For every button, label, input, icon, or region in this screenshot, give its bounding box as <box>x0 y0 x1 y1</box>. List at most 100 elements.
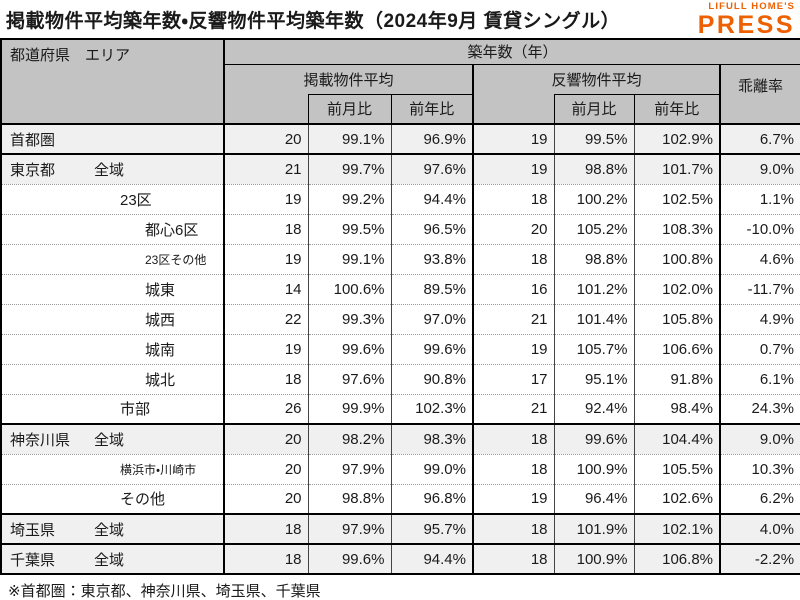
table-row: 城北 18 97.6% 90.8% 17 95.1% 91.8% 6.1% <box>1 363 800 394</box>
listed-yoy-cell: 93.8% <box>390 243 473 274</box>
row-label: 横浜市・川崎市 <box>1 453 224 484</box>
listed-mom-cell: 99.5% <box>307 213 391 244</box>
response-avg-cell: 19 <box>472 123 554 154</box>
header-prefecture-area: 都道府県 エリア <box>1 39 225 124</box>
listed-yoy-cell: 97.6% <box>390 153 473 184</box>
listed-avg-cell: 22 <box>223 303 308 334</box>
listed-mom-cell: 100.6% <box>307 273 391 304</box>
row-label: 都心6区 <box>1 213 224 244</box>
listed-avg-cell: 19 <box>223 183 308 214</box>
area-label: その他 <box>120 491 166 509</box>
table-row: 首都圏 20 99.1% 96.9% 19 99.5% 102.9% 6.7% <box>1 123 800 154</box>
listed-mom-cell: 99.9% <box>307 393 391 424</box>
response-avg-cell: 20 <box>472 213 554 244</box>
area-label: 全域 <box>94 521 125 539</box>
response-mom-cell: 98.8% <box>553 153 634 184</box>
listed-yoy-cell: 96.5% <box>390 213 473 244</box>
divergence-rate-cell: 0.7% <box>718 333 800 364</box>
table-row: 都心6区 18 99.5% 96.5% 20 105.2% 108.3% -10.0% <box>1 213 800 244</box>
listed-mom-cell: 99.3% <box>307 303 391 334</box>
divergence-rate-cell: 9.0% <box>718 153 800 184</box>
listed-yoy-cell: 94.4% <box>390 543 473 574</box>
response-yoy-cell: 106.6% <box>633 333 720 364</box>
area-label: 都心6区 <box>145 221 199 239</box>
table-row: 市部 26 99.9% 102.3% 21 92.4% 98.4% 24.3% <box>1 393 800 424</box>
listed-mom-cell: 99.2% <box>307 183 391 214</box>
table-row: 城東 14 100.6% 89.5% 16 101.2% 102.0% -11.7% <box>1 273 800 304</box>
listed-mom-cell: 99.1% <box>307 123 391 154</box>
row-label: 市部 <box>1 393 224 424</box>
response-yoy-cell: 106.8% <box>633 543 720 574</box>
divergence-rate-cell: -11.7% <box>718 273 800 304</box>
listed-avg-cell: 26 <box>223 393 308 424</box>
response-mom-cell: 95.1% <box>553 363 634 394</box>
divergence-rate-cell: 4.6% <box>718 243 800 274</box>
listed-yoy-cell: 102.3% <box>390 393 473 424</box>
response-yoy-cell: 101.7% <box>633 153 720 184</box>
listed-avg-cell: 19 <box>223 333 308 364</box>
divergence-rate-cell: 10.3% <box>718 453 800 484</box>
response-avg-cell: 18 <box>472 543 554 574</box>
prefecture-label: 神奈川県 <box>10 431 71 449</box>
building-age-table: 都道府県 エリア 築年数（年） 掲載物件平均 反響物件平均 乖離率 前月比 前年… <box>0 38 800 575</box>
prefecture-label: 埼玉県 <box>10 521 56 539</box>
response-avg-cell: 16 <box>472 273 554 304</box>
response-mom-cell: 101.2% <box>553 273 634 304</box>
listed-avg-cell: 18 <box>223 213 308 244</box>
response-avg-cell: 18 <box>472 183 554 214</box>
row-label: 城南 <box>1 333 224 364</box>
area-label: 23区 <box>120 191 152 209</box>
divergence-rate-cell: 9.0% <box>718 423 800 454</box>
row-label: 城北 <box>1 363 224 394</box>
divergence-rate-cell: -10.0% <box>718 213 800 244</box>
area-label: 全域 <box>94 551 125 569</box>
response-mom-cell: 98.8% <box>553 243 634 274</box>
listed-mom-cell: 97.9% <box>307 453 391 484</box>
table-row: 千葉県 全域 18 99.6% 94.4% 18 100.9% 106.8% -2.2% <box>1 543 800 574</box>
table-row: 城西 22 99.3% 97.0% 21 101.4% 105.8% 4.9% <box>1 303 800 334</box>
response-avg-cell: 18 <box>472 243 554 274</box>
header-listed-average: 掲載物件平均 <box>223 64 473 94</box>
listed-yoy-cell: 90.8% <box>390 363 473 394</box>
divergence-rate-cell: 6.2% <box>718 483 800 514</box>
listed-yoy-cell: 99.6% <box>390 333 473 364</box>
response-yoy-cell: 100.8% <box>633 243 720 274</box>
response-avg-cell: 19 <box>472 483 554 514</box>
area-label: 城西 <box>145 311 176 329</box>
response-yoy-cell: 105.8% <box>633 303 720 334</box>
logo-lifull-homes-text: LIFULL HOME'S <box>708 1 795 12</box>
response-avg-cell: 19 <box>472 333 554 364</box>
logo-press-text: PRESS <box>697 10 795 39</box>
response-mom-cell: 101.9% <box>553 513 634 544</box>
header-listed-yoy: 前年比 <box>390 93 473 124</box>
page-title: 掲載物件平均築年数・反響物件平均築年数（2024年9月 賃貸シングル） <box>6 11 621 32</box>
response-yoy-cell: 102.0% <box>633 273 720 304</box>
response-yoy-cell: 102.9% <box>633 123 720 154</box>
listed-mom-cell: 98.2% <box>307 423 391 454</box>
listed-avg-cell: 20 <box>223 453 308 484</box>
response-avg-cell: 19 <box>472 153 554 184</box>
row-label: 城西 <box>1 303 224 334</box>
listed-avg-cell: 19 <box>223 243 308 274</box>
row-label: 23区 <box>1 183 224 214</box>
table-row: その他 20 98.8% 96.8% 19 96.4% 102.6% 6.2% <box>1 483 800 514</box>
listed-yoy-cell: 98.3% <box>390 423 473 454</box>
area-label: 横浜市・川崎市 <box>120 462 197 477</box>
response-yoy-cell: 104.4% <box>633 423 720 454</box>
divergence-rate-cell: 1.1% <box>718 183 800 214</box>
listed-mom-cell: 97.6% <box>307 363 391 394</box>
divergence-rate-cell: -2.2% <box>718 543 800 574</box>
listed-avg-cell: 18 <box>223 363 308 394</box>
response-mom-cell: 105.7% <box>553 333 634 364</box>
response-avg-cell: 18 <box>472 453 554 484</box>
response-mom-cell: 105.2% <box>553 213 634 244</box>
divergence-rate-cell: 4.9% <box>718 303 800 334</box>
table-row: 23区その他 19 99.1% 93.8% 18 98.8% 100.8% 4.6% <box>1 243 800 274</box>
prefecture-label: 千葉県 <box>10 551 56 569</box>
row-label: 埼玉県 全域 <box>1 513 224 544</box>
listed-yoy-cell: 94.4% <box>390 183 473 214</box>
response-mom-cell: 100.2% <box>553 183 634 214</box>
table-body: 首都圏 20 99.1% 96.9% 19 99.5% 102.9% 6.7% 東京都 全域 21 9… <box>1 123 800 574</box>
header-divergence-rate: 乖離率 <box>718 64 800 124</box>
listed-avg-cell: 20 <box>223 123 308 154</box>
